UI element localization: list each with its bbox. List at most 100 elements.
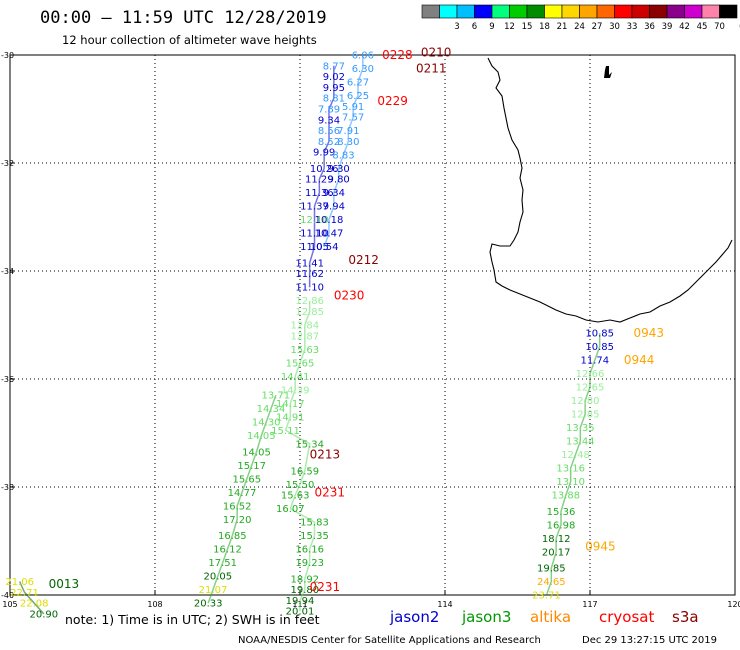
wave-height-label: 9.02 xyxy=(323,72,345,83)
legend-tick-label: 3 xyxy=(454,22,459,32)
legend-tick-label: 6 xyxy=(472,22,477,32)
wave-height-label: 16.85 xyxy=(218,531,247,542)
wave-height-label: 14.77 xyxy=(228,488,257,499)
wave-height-label: 10.85 xyxy=(585,329,614,340)
wave-height-label: 13.35 xyxy=(566,423,595,434)
pass-time-label: 0231 xyxy=(310,580,341,594)
pass-time-label: 0211 xyxy=(416,62,447,76)
legend-swatch xyxy=(614,4,633,19)
lat-tick-label: -36 xyxy=(1,375,14,384)
lon-tick-label: 108 xyxy=(147,600,162,609)
wave-height-label: 20.17 xyxy=(542,547,571,558)
legend-tick-label: 39 xyxy=(662,22,673,32)
legend-tick-label: 18 xyxy=(539,22,550,32)
legend-swatch xyxy=(439,4,458,19)
wave-height-label: 14.34 xyxy=(257,404,286,415)
track-line xyxy=(323,55,364,247)
wave-height-label: 7.57 xyxy=(342,113,364,124)
lat-tick-label: -40 xyxy=(1,591,14,600)
wave-height-label: 14.30 xyxy=(252,418,281,429)
legend-swatch xyxy=(666,4,685,19)
legend-swatch xyxy=(474,4,493,19)
wave-height-label: 13.16 xyxy=(556,464,585,475)
wave-height-label: 6.27 xyxy=(347,78,369,89)
wave-height-label: 10.47 xyxy=(315,229,344,240)
wave-height-label: 17.51 xyxy=(208,558,237,569)
wave-height-label: 19.94 xyxy=(286,596,315,607)
pass-time-label: 0945 xyxy=(585,539,616,553)
wave-height-label: 10.54 xyxy=(310,242,339,253)
wave-height-label: 21.06 xyxy=(5,577,34,588)
wave-height-label: 15.50 xyxy=(286,480,315,491)
wave-height-label: 16.59 xyxy=(291,466,320,477)
lon-tick-label: 117 xyxy=(582,600,597,609)
pass-time-label: 0231 xyxy=(315,485,346,499)
coastline-islet xyxy=(604,66,612,78)
footer-note: note: 1) Time is in UTC; 2) SWH is in fe… xyxy=(65,612,320,627)
legend-swatch xyxy=(544,4,563,19)
wave-height-label: 8.52 xyxy=(318,137,340,148)
australia-coastline xyxy=(487,57,733,323)
wave-height-label: 14.41 xyxy=(281,372,310,383)
track-line xyxy=(308,65,335,288)
wave-height-label: 10.18 xyxy=(315,215,344,226)
legend-tick-label: 27 xyxy=(592,22,603,32)
footer-credit: NOAA/NESDIS Center for Satellite Applica… xyxy=(238,635,541,646)
wave-height-label: 16.12 xyxy=(213,545,242,556)
wave-height-label: 14.05 xyxy=(242,447,271,458)
wave-height-label: 11.10 xyxy=(295,283,324,294)
lat-lon-grid: 105108111114117120-30-32-34-36-38-40 xyxy=(1,51,740,609)
legend-tick-label: 21 xyxy=(557,22,568,32)
legend-tick-label: 45 xyxy=(697,22,708,32)
wave-height-label: 15.65 xyxy=(286,358,315,369)
wave-height-label: 9.30 xyxy=(328,164,350,175)
wave-height-label: 22.08 xyxy=(20,599,49,610)
pass-time-labels: 0228 0210 0211 0229 0212 0230 0213 0231 0231 0013… xyxy=(49,45,664,594)
wave-height-label: 11.36 xyxy=(305,188,334,199)
wave-height-label: 11.05 xyxy=(300,242,329,253)
coastline xyxy=(487,57,733,323)
wave-height-label: 12.85 xyxy=(295,307,324,318)
legend-tick-label: 33 xyxy=(627,22,638,32)
pass-time-label: 0943 xyxy=(634,326,665,340)
wave-height-label: 12.10 xyxy=(300,215,329,226)
wave-height-label: 15.36 xyxy=(547,507,576,518)
wave-height-label: 18.12 xyxy=(542,534,571,545)
wave-height-label: 17.20 xyxy=(223,515,252,526)
legend-swatch xyxy=(596,4,615,19)
wave-height-label: 16.98 xyxy=(547,520,576,531)
legend-tick-label: 30 xyxy=(609,22,620,32)
legend-swatch xyxy=(719,4,738,19)
legend-swatch xyxy=(509,4,528,19)
pass-time-label: 0210 xyxy=(421,45,452,59)
wave-height-label: 23.71 xyxy=(532,591,561,602)
wave-height-label: 9.34 xyxy=(318,115,340,126)
track-line xyxy=(207,394,277,604)
pass-time-label: 0944 xyxy=(624,353,655,367)
pass-time-label: 0229 xyxy=(377,94,408,108)
track-line xyxy=(18,581,45,615)
wave-height-label: 11.10 xyxy=(300,229,329,240)
map-subtitle: 12 hour collection of altimeter wave hei… xyxy=(62,33,317,47)
wave-height-label: 11.37 xyxy=(300,202,329,213)
lat-tick-label: -32 xyxy=(1,159,14,168)
legend-tick-label: 70 xyxy=(714,22,725,32)
wave-height-label: 7.91 xyxy=(337,126,359,137)
satellite-label-jason2: jason2 xyxy=(390,608,440,626)
wave-height-label: 20.33 xyxy=(194,599,223,610)
wave-height-label: 14.91 xyxy=(276,412,305,423)
wave-height-label: 6.25 xyxy=(347,91,369,102)
wave-height-label: 15.83 xyxy=(300,518,329,529)
legend-swatch xyxy=(631,4,650,19)
lon-tick-label: 114 xyxy=(437,600,452,609)
lat-tick-label: -34 xyxy=(1,267,14,276)
wave-height-label: 11.41 xyxy=(295,258,324,269)
wave-height-label: 15.11 xyxy=(271,426,300,437)
wave-height-label: 12.48 xyxy=(561,450,590,461)
legend-swatch xyxy=(684,4,703,19)
wave-height-label: 16.07 xyxy=(276,504,305,515)
pass-time-label: 0228 xyxy=(382,48,413,62)
wave-height-label: 22.71 xyxy=(10,588,39,599)
pass-time-label: 0212 xyxy=(348,253,379,267)
